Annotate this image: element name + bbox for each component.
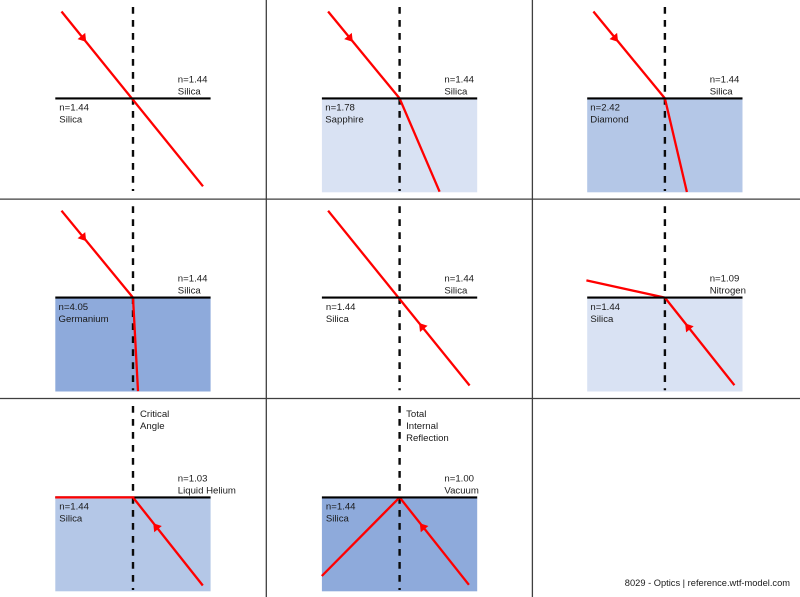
svg-text:n=1.03: n=1.03	[178, 473, 208, 484]
svg-text:Germanium: Germanium	[59, 314, 109, 325]
svg-text:Total: Total	[406, 409, 426, 420]
svg-text:Nitrogen: Nitrogen	[710, 286, 746, 297]
svg-text:Silica: Silica	[326, 514, 350, 525]
svg-text:Reflection: Reflection	[406, 433, 449, 444]
svg-text:n=1.44: n=1.44	[178, 74, 208, 85]
svg-text:Critical: Critical	[140, 409, 169, 420]
svg-text:Silica: Silica	[59, 514, 83, 525]
svg-text:n=1.44: n=1.44	[444, 74, 474, 85]
svg-text:Sapphire: Sapphire	[325, 115, 363, 126]
svg-text:Angle: Angle	[140, 421, 165, 432]
svg-text:n=4.05: n=4.05	[59, 302, 89, 313]
svg-text:Vacuum: Vacuum	[444, 485, 478, 496]
svg-text:n=1.78: n=1.78	[325, 103, 355, 114]
svg-text:Diamond: Diamond	[590, 115, 628, 126]
svg-text:n=1.44: n=1.44	[326, 502, 356, 513]
svg-text:n=1.44: n=1.44	[590, 302, 620, 313]
svg-text:Silica: Silica	[590, 314, 614, 325]
svg-text:Liquid Helium: Liquid Helium	[178, 485, 236, 496]
svg-text:n=1.44: n=1.44	[178, 274, 208, 285]
svg-text:n=1.44: n=1.44	[326, 302, 356, 313]
svg-text:8029 - Optics | reference.wtf-: 8029 - Optics | reference.wtf-model.com	[625, 578, 790, 588]
svg-text:Silica: Silica	[178, 286, 202, 297]
svg-text:Internal: Internal	[406, 421, 438, 432]
svg-text:Silica: Silica	[710, 86, 734, 97]
svg-text:n=2.42: n=2.42	[590, 103, 620, 114]
svg-text:Silica: Silica	[326, 314, 350, 325]
svg-text:n=1.44: n=1.44	[59, 502, 89, 513]
svg-text:n=1.00: n=1.00	[444, 473, 474, 484]
svg-text:n=1.44: n=1.44	[59, 103, 89, 114]
svg-text:Silica: Silica	[444, 86, 468, 97]
svg-text:n=1.44: n=1.44	[710, 74, 740, 85]
svg-text:n=1.09: n=1.09	[710, 274, 740, 285]
svg-text:Silica: Silica	[178, 86, 202, 97]
svg-text:Silica: Silica	[444, 286, 468, 297]
svg-text:n=1.44: n=1.44	[444, 274, 474, 285]
svg-text:Silica: Silica	[59, 115, 83, 126]
